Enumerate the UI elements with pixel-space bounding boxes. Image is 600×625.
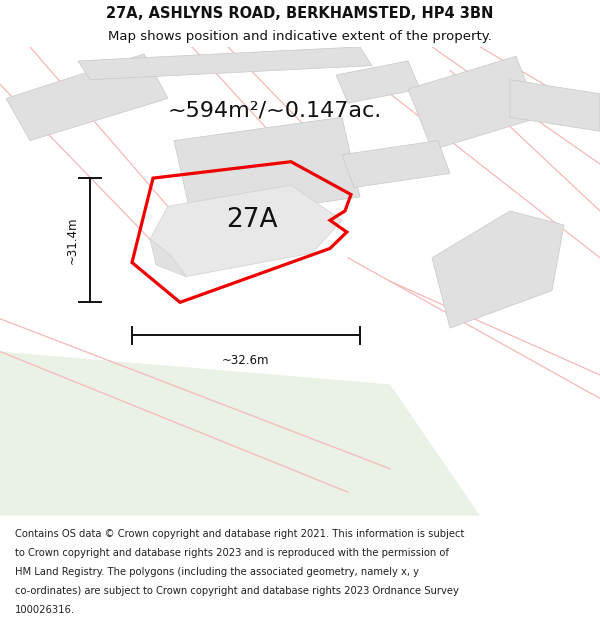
Polygon shape [150,239,186,276]
Text: ~31.4m: ~31.4m [65,216,79,264]
Text: Map shows position and indicative extent of the property.: Map shows position and indicative extent… [108,30,492,43]
Text: co-ordinates) are subject to Crown copyright and database rights 2023 Ordnance S: co-ordinates) are subject to Crown copyr… [15,586,459,596]
Polygon shape [0,351,480,516]
Polygon shape [6,54,168,141]
Text: ~594m²/~0.147ac.: ~594m²/~0.147ac. [168,100,382,120]
Polygon shape [150,185,342,276]
Polygon shape [78,47,372,79]
Text: ~32.6m: ~32.6m [222,354,270,367]
Polygon shape [336,61,420,103]
Text: 27A: 27A [226,208,278,233]
Polygon shape [408,56,540,150]
Text: Contains OS data © Crown copyright and database right 2021. This information is : Contains OS data © Crown copyright and d… [15,529,464,539]
Text: to Crown copyright and database rights 2023 and is reproduced with the permissio: to Crown copyright and database rights 2… [15,548,449,558]
Text: 27A, ASHLYNS ROAD, BERKHAMSTED, HP4 3BN: 27A, ASHLYNS ROAD, BERKHAMSTED, HP4 3BN [106,6,494,21]
Polygon shape [342,141,450,188]
Text: 100026316.: 100026316. [15,605,75,615]
Polygon shape [174,118,360,220]
Text: HM Land Registry. The polygons (including the associated geometry, namely x, y: HM Land Registry. The polygons (includin… [15,567,419,577]
Polygon shape [432,211,564,328]
Polygon shape [510,79,600,131]
